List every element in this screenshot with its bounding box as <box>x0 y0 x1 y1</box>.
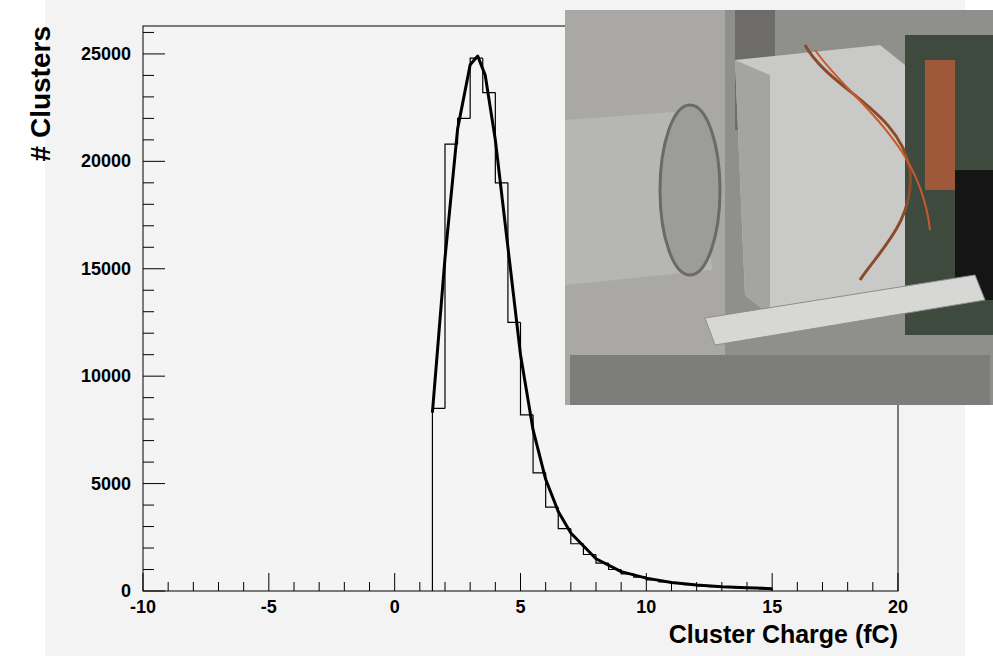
x-minor-tick <box>621 582 622 591</box>
y-minor-tick <box>143 290 154 291</box>
x-tick-label: 10 <box>636 597 656 617</box>
y-minor-tick <box>143 440 154 441</box>
y-tick <box>143 268 165 269</box>
y-minor-tick <box>143 32 154 33</box>
y-minor-tick <box>143 505 154 506</box>
x-minor-tick <box>470 582 471 591</box>
x-tick <box>898 573 899 591</box>
y-minor-tick <box>143 225 154 226</box>
y-axis-title: # Clusters <box>25 26 56 161</box>
y-minor-tick <box>143 75 154 76</box>
y-minor-tick <box>143 526 154 527</box>
x-tick <box>646 573 647 591</box>
photo-flange <box>660 105 720 275</box>
x-minor-tick <box>545 582 546 591</box>
y-tick-label: 20000 <box>81 151 131 171</box>
x-tick-label: 20 <box>888 597 908 617</box>
x-minor-tick <box>218 582 219 591</box>
photo-copper <box>925 60 955 190</box>
photo-cable <box>815 50 930 230</box>
y-minor-tick <box>143 354 154 355</box>
y-minor-tick <box>143 462 154 463</box>
y-tick-label: 0 <box>121 581 131 601</box>
chart: -10 -5 0 5 10 15 20 0 5000 10000 15000 20000 25000 Cl… <box>0 0 993 656</box>
x-minor-tick <box>696 582 697 591</box>
x-minor-tick <box>243 582 244 591</box>
x-tick-label: -10 <box>130 597 156 617</box>
y-minor-tick <box>143 96 154 97</box>
y-tick-label: 15000 <box>81 259 131 279</box>
x-minor-tick <box>495 582 496 591</box>
photo-floor <box>570 355 990 405</box>
y-minor-tick <box>143 118 154 119</box>
x-minor-tick <box>596 582 597 591</box>
y-tick-label: 10000 <box>81 366 131 386</box>
x-minor-tick <box>747 582 748 591</box>
y-minor-tick <box>143 397 154 398</box>
x-minor-tick <box>797 582 798 591</box>
x-tick <box>772 573 773 591</box>
x-minor-tick <box>822 582 823 591</box>
x-tick <box>394 573 395 591</box>
y-tick-label: 5000 <box>91 474 131 494</box>
y-tick <box>143 591 165 592</box>
x-tick-label: 0 <box>390 597 400 617</box>
x-minor-tick <box>721 582 722 591</box>
histogram-bar <box>495 93 508 183</box>
x-tick <box>268 573 269 591</box>
x-tick-label: -5 <box>261 597 277 617</box>
y-minor-tick <box>143 182 154 183</box>
x-minor-tick <box>671 582 672 591</box>
histogram-bar <box>546 473 559 507</box>
x-minor-tick <box>369 582 370 591</box>
x-minor-tick <box>294 582 295 591</box>
x-minor-tick <box>419 582 420 591</box>
histogram-bar <box>432 408 445 591</box>
y-minor-tick <box>143 311 154 312</box>
x-minor-tick <box>193 582 194 591</box>
x-tick <box>143 573 144 591</box>
x-minor-tick <box>445 582 446 591</box>
photo-inset <box>565 10 993 405</box>
page-bg <box>0 0 993 656</box>
x-minor-tick <box>168 582 169 591</box>
photo-wall <box>565 10 725 405</box>
y-minor-tick <box>143 247 154 248</box>
x-tick <box>520 573 521 591</box>
x-tick-label: 15 <box>762 597 782 617</box>
y-tick <box>143 376 165 377</box>
y-tick <box>143 483 165 484</box>
y-tick <box>143 161 165 162</box>
x-minor-tick <box>319 582 320 591</box>
x-axis-title: Cluster Charge (fC) <box>669 620 898 648</box>
photo-box <box>735 45 905 315</box>
photo-rail <box>705 275 985 345</box>
x-minor-tick <box>344 582 345 591</box>
x-minor-tick <box>872 582 873 591</box>
x-tick-label: 5 <box>515 597 525 617</box>
y-minor-tick <box>143 204 154 205</box>
photo-bg <box>565 10 993 405</box>
y-minor-tick <box>143 548 154 549</box>
photo-box-side <box>735 60 770 315</box>
y-tick <box>143 53 165 54</box>
y-minor-tick <box>143 333 154 334</box>
photo-cable <box>805 45 910 280</box>
x-minor-tick <box>570 582 571 591</box>
y-tick-label: 25000 <box>81 44 131 64</box>
x-minor-tick <box>847 582 848 591</box>
y-minor-tick <box>143 139 154 140</box>
histogram-bar <box>533 415 546 473</box>
histogram-bar <box>558 507 571 528</box>
y-minor-tick <box>143 419 154 420</box>
y-minor-tick <box>143 569 154 570</box>
